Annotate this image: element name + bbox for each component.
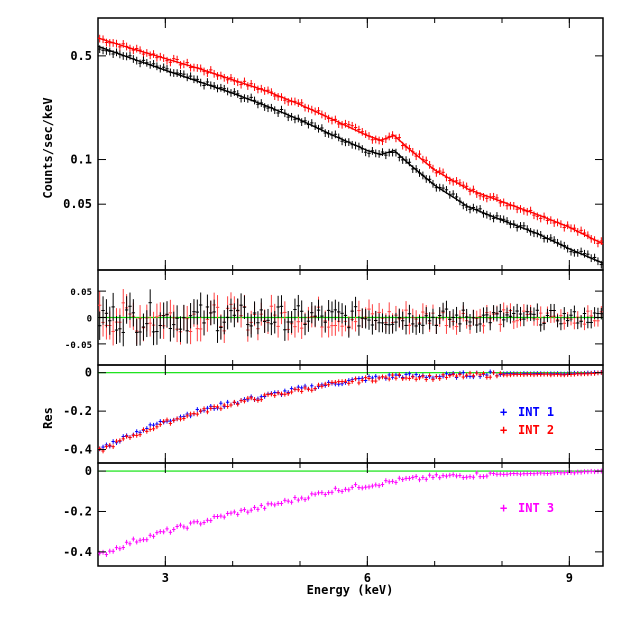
legend-int1: + INT 1 [500, 405, 554, 419]
y-tick-label: -0.2 [63, 504, 92, 518]
x-tick-label: 3 [162, 571, 169, 585]
y-tick-label: 0 [85, 366, 92, 380]
x-axis-label: Energy (keV) [307, 583, 394, 597]
y-tick-label: 0.5 [70, 49, 92, 63]
y-tick-label: 0.05 [70, 288, 92, 298]
chart-marks [97, 34, 604, 557]
y-tick-label: -0.4 [63, 443, 92, 457]
y-axis-label-res: Res [41, 407, 55, 429]
legend-int1-marker: + [500, 405, 507, 419]
legend-int3: + INT 3 [500, 501, 554, 515]
model-curve [97, 37, 604, 245]
y-tick-label: 0 [87, 315, 92, 325]
legend-int2-label: INT 2 [518, 423, 554, 437]
legend-int3-label: INT 3 [518, 501, 554, 515]
y-tick-label: 0.05 [63, 197, 92, 211]
y-axis-label-spectrum: Counts/sec/keV [41, 97, 55, 198]
y-tick-label: 0.1 [70, 153, 92, 167]
y-tick-label: -0.4 [63, 545, 92, 559]
y-tick-label: 0 [85, 464, 92, 478]
y-tick-label: -0.2 [63, 404, 92, 418]
legend-int2: + INT 2 [500, 423, 554, 437]
x-tick-label: 6 [364, 571, 371, 585]
x-tick-label: 9 [566, 571, 573, 585]
axis-ticks: 0.5 0.1 0.05 0.05 0 -0.05 0 -0.2 -0.4 0 -0.2 -0.4 3 6… [63, 18, 603, 585]
legend-int2-marker: + [500, 423, 507, 437]
legend-int1-label: INT 1 [518, 405, 554, 419]
legend-int3-marker: + [500, 501, 507, 515]
model-curve [97, 45, 604, 264]
int3-panel-frame [97, 462, 604, 567]
y-tick-label: -0.05 [65, 341, 92, 351]
